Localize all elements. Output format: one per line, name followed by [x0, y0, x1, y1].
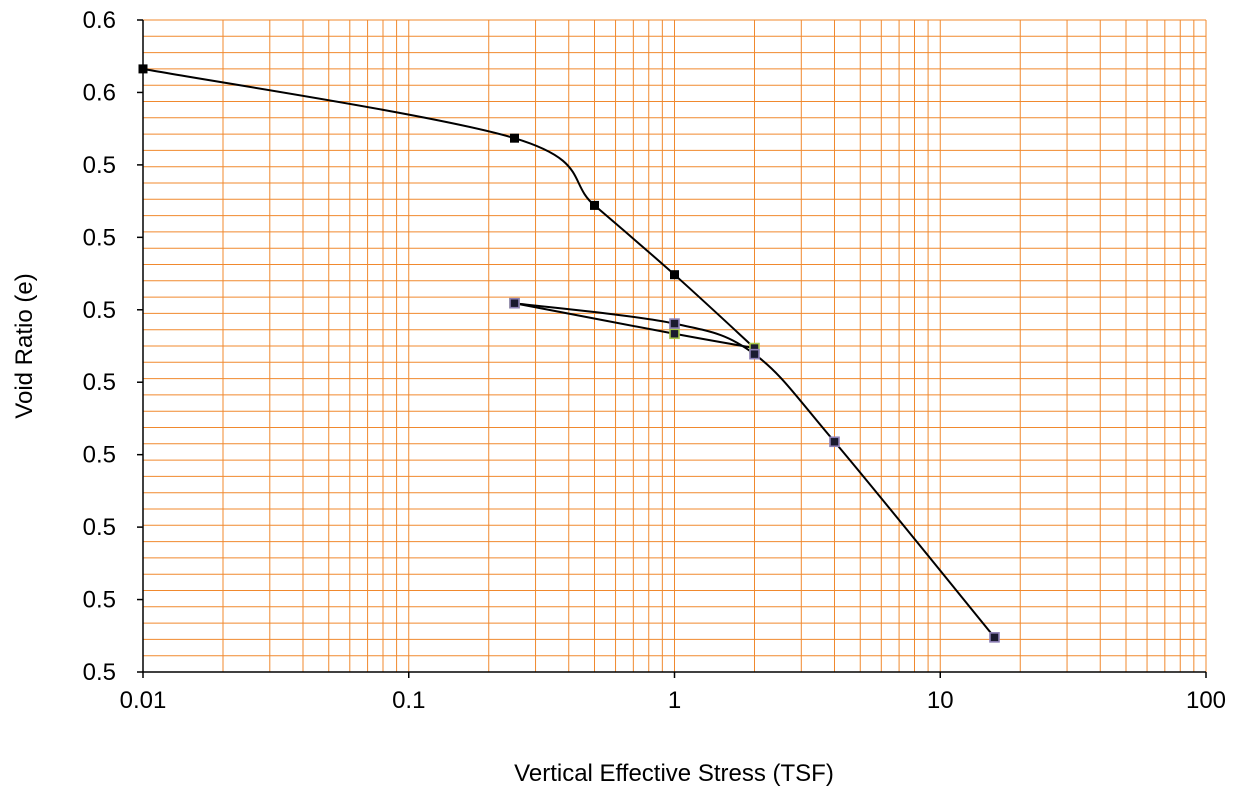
y-tick-label: 0.5 [83, 587, 116, 614]
series-3-point [669, 318, 680, 329]
y-tick-label: 0.5 [83, 369, 116, 396]
y-tick-label: 0.5 [83, 297, 116, 324]
grid [142, 19, 1207, 673]
series-1-point [138, 64, 148, 74]
x-axis-title: Vertical Effective Stress (TSF) [514, 760, 834, 787]
x-tick-label: 0.1 [392, 687, 425, 714]
series-3-line [514, 302, 996, 638]
y-tick-labels: 0.5 0.5 0.5 0.5 0.5 0.5 0.5 0.5 0.6 0.6 [83, 7, 143, 686]
y-axis-title: Void Ratio (e) [11, 273, 38, 418]
x-tick-label: 100 [1186, 687, 1226, 714]
y-tick-label: 0.6 [83, 79, 116, 106]
x-tick-labels: 0.01 0.1 1 10 100 [120, 672, 1226, 714]
series-1-line [142, 67, 756, 349]
x-tick-label: 1 [668, 687, 681, 714]
series-3-point [509, 297, 520, 309]
y-tick-label: 0.5 [83, 152, 116, 179]
y-tick-label: 0.6 [83, 7, 116, 34]
series-2-point [669, 328, 680, 340]
series-1-point [590, 200, 600, 210]
series [138, 64, 1000, 643]
y-tick-label: 0.5 [83, 514, 116, 541]
series-1-point [510, 133, 520, 143]
series-1-point [670, 270, 679, 280]
x-tick-label: 10 [927, 687, 954, 714]
series-3-point [829, 436, 840, 448]
y-tick-label: 0.5 [83, 224, 116, 251]
series-3-point [989, 632, 1000, 643]
x-tick-label: 0.01 [120, 687, 167, 714]
y-tick-label: 0.5 [83, 442, 116, 469]
y-tick-label: 0.5 [83, 659, 116, 686]
series-3-point [749, 348, 760, 360]
